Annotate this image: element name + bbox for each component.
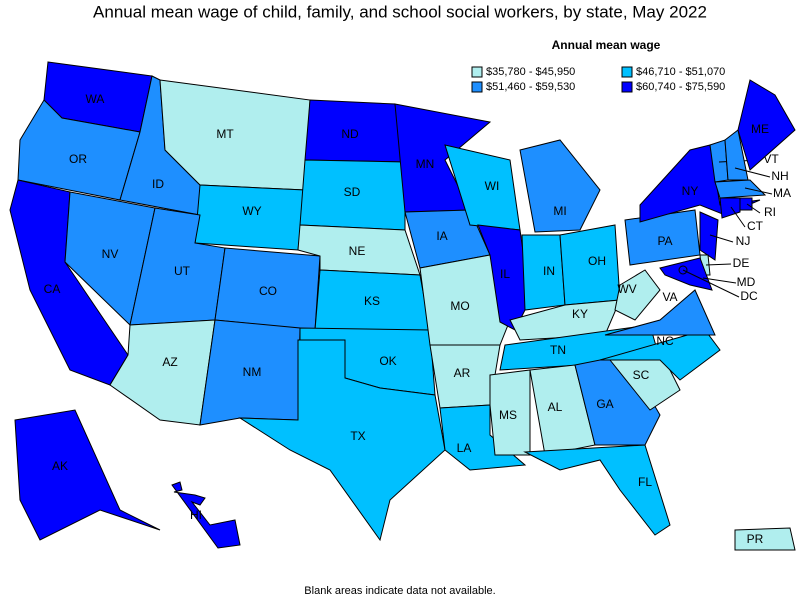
state-label: NH bbox=[771, 169, 788, 183]
state-label: TN bbox=[550, 343, 566, 357]
state-label: LA bbox=[457, 441, 472, 455]
state-label: AZ bbox=[162, 355, 177, 369]
state-label: MI bbox=[553, 204, 566, 218]
state-label: CT bbox=[747, 219, 764, 233]
state-label: TX bbox=[350, 429, 365, 443]
state-label: NC bbox=[656, 334, 674, 348]
state-label: ME bbox=[751, 122, 769, 136]
legend-label: $51,460 - $59,530 bbox=[486, 81, 575, 93]
state-label: PA bbox=[657, 234, 672, 248]
state bbox=[519, 139, 601, 233]
state-label: MT bbox=[216, 127, 234, 141]
state-label: AL bbox=[548, 400, 563, 414]
state-label: DC bbox=[740, 289, 758, 303]
state-label: SD bbox=[344, 185, 361, 199]
state-label: HI bbox=[190, 508, 202, 522]
state-label: FL bbox=[638, 475, 652, 489]
state-label: MN bbox=[416, 157, 435, 171]
state-label: MS bbox=[499, 408, 517, 422]
state bbox=[419, 254, 511, 346]
state-label: GA bbox=[596, 397, 613, 411]
state-label: AR bbox=[454, 366, 471, 380]
state-label: OH bbox=[588, 254, 606, 268]
leader-line bbox=[746, 203, 761, 214]
leader-line bbox=[705, 263, 732, 266]
state bbox=[509, 299, 621, 341]
state-label: WY bbox=[242, 204, 261, 218]
state bbox=[109, 319, 216, 426]
legend-label: $46,710 - $51,070 bbox=[636, 66, 725, 78]
legend-swatch bbox=[621, 81, 633, 93]
state-label: OK bbox=[379, 354, 396, 368]
state-label: WA bbox=[86, 92, 105, 106]
state bbox=[699, 211, 719, 261]
state-label: KS bbox=[364, 294, 380, 308]
legend-swatch bbox=[621, 66, 633, 78]
state bbox=[714, 179, 767, 199]
state-label: WI bbox=[485, 179, 500, 193]
state bbox=[14, 409, 161, 541]
state bbox=[614, 269, 661, 321]
state-label: ID bbox=[152, 177, 164, 191]
legend-swatch bbox=[471, 81, 483, 93]
leader-line bbox=[734, 167, 771, 178]
leader-line bbox=[744, 187, 773, 195]
legend-title: Annual mean wage bbox=[552, 38, 661, 52]
state-label: IA bbox=[436, 229, 447, 243]
state-label: PR bbox=[747, 532, 764, 546]
legend-swatch bbox=[471, 66, 483, 78]
state-label: WV bbox=[617, 282, 636, 296]
state bbox=[639, 144, 761, 223]
state bbox=[604, 289, 716, 336]
state-label: MO bbox=[450, 299, 469, 313]
state bbox=[171, 481, 241, 549]
title: Annual mean wage of child, family, and s… bbox=[93, 2, 707, 21]
state-label: AK bbox=[52, 459, 68, 473]
state-label: UT bbox=[174, 264, 191, 278]
state-label: MA bbox=[773, 186, 791, 200]
state-label: NM bbox=[243, 365, 262, 379]
state-label: NY bbox=[682, 184, 699, 198]
state-label: CO bbox=[259, 284, 277, 298]
leader-line bbox=[730, 206, 746, 228]
state-label: ND bbox=[341, 127, 359, 141]
state-label: SC bbox=[633, 368, 650, 382]
state-label: OR bbox=[69, 152, 87, 166]
state bbox=[739, 197, 753, 211]
footnote: Blank areas indicate data not available. bbox=[304, 585, 495, 597]
legend-label: $35,780 - $45,950 bbox=[486, 66, 575, 78]
state-label: VA bbox=[662, 290, 677, 304]
state bbox=[489, 369, 531, 456]
state-label: MD bbox=[737, 275, 756, 289]
state-label: NJ bbox=[736, 234, 751, 248]
leader-line bbox=[682, 269, 740, 298]
state bbox=[238, 339, 446, 542]
state-label: KY bbox=[572, 307, 588, 321]
state-label: IN bbox=[543, 264, 555, 278]
state bbox=[734, 527, 796, 551]
leader-line bbox=[702, 277, 737, 284]
state-label: NV bbox=[102, 247, 119, 261]
legend-label: $60,740 - $75,590 bbox=[636, 81, 725, 93]
state-label: IL bbox=[500, 267, 510, 281]
state-label: NE bbox=[349, 244, 366, 258]
state bbox=[737, 79, 796, 171]
state bbox=[659, 257, 713, 291]
state-label: CA bbox=[44, 282, 61, 296]
leader-line bbox=[709, 234, 734, 243]
state bbox=[523, 444, 671, 536]
state-label: DE bbox=[733, 256, 750, 270]
state-label: RI bbox=[764, 205, 776, 219]
state-label: VT bbox=[763, 152, 779, 166]
